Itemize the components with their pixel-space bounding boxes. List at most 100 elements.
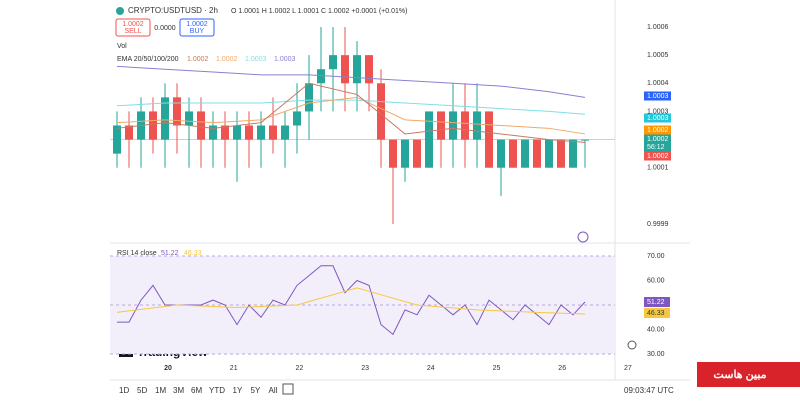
- vol-label: Vol: [117, 43, 127, 50]
- candle-body: [485, 111, 493, 168]
- range-button[interactable]: 1Y: [233, 386, 243, 395]
- range-button[interactable]: 5Y: [251, 386, 261, 395]
- candle-body: [197, 111, 205, 140]
- candle-body: [377, 83, 385, 140]
- calendar-icon[interactable]: [282, 383, 294, 395]
- candle-body: [305, 83, 313, 112]
- price-badge-label: 1.0003: [647, 93, 669, 100]
- rsi-ma-badge: [644, 308, 670, 319]
- rsi-value: 51.22: [161, 250, 179, 257]
- candle-body: [293, 111, 301, 126]
- date-label: 26: [558, 365, 566, 372]
- candle-body: [497, 139, 505, 168]
- price-tick-label: 1.0004: [647, 80, 669, 87]
- price-badge: [644, 134, 671, 152]
- candle-body: [125, 125, 133, 140]
- rsi-label: RSI 14 close: [117, 250, 157, 257]
- candle-body: [161, 97, 169, 140]
- candle-body: [365, 55, 373, 84]
- clock: 09:03:47 UTC: [624, 386, 674, 395]
- rsi-tick-label: 60.00: [647, 277, 665, 284]
- price-tick-label: 0.9999: [647, 221, 669, 228]
- candle-body: [521, 139, 529, 168]
- candle-body: [353, 55, 361, 84]
- ema-line: [116, 96, 586, 135]
- price-tick-label: 1.0003: [647, 108, 669, 115]
- rsi-badge: [644, 297, 670, 308]
- price-badge-label: 1.0003: [647, 115, 669, 122]
- date-label: 24: [427, 365, 435, 372]
- candle-body: [557, 139, 565, 168]
- candle-body: [389, 139, 397, 168]
- candle-body: [209, 125, 217, 140]
- candle-body: [113, 125, 121, 154]
- price-badge: [644, 91, 671, 101]
- rsi-line: [117, 265, 586, 336]
- range-button[interactable]: 1M: [155, 386, 166, 395]
- candle-body: [569, 139, 577, 168]
- candle-body: [317, 69, 325, 84]
- price-tick-label: 1.0001: [647, 165, 669, 172]
- candle-body: [245, 125, 253, 140]
- price-tick-label: 1.0006: [647, 24, 669, 31]
- range-button[interactable]: 3M: [173, 386, 184, 395]
- candle-body: [173, 97, 181, 126]
- price-badge: [644, 113, 671, 123]
- candle-body: [257, 125, 265, 140]
- candle-body: [533, 139, 541, 168]
- buy-button[interactable]: [179, 18, 215, 37]
- price-badge: [644, 151, 671, 161]
- sell-button[interactable]: [115, 18, 151, 37]
- ema-line: [116, 99, 586, 115]
- price-badge-timer: 56:12: [647, 144, 665, 151]
- ema-line: [116, 82, 586, 143]
- sell-label: SELL: [124, 28, 141, 35]
- rsi-tick-label: 30.00: [647, 351, 665, 358]
- rsi-badge-label: 51.22: [647, 299, 665, 306]
- date-label: 27: [624, 365, 632, 372]
- candle-body: [437, 111, 445, 140]
- date-label: 25: [493, 365, 501, 372]
- buy-price: 1.0002: [186, 21, 208, 28]
- candle-body: [233, 125, 241, 140]
- candle-body: [461, 111, 469, 140]
- price-badge: [644, 125, 671, 135]
- range-button[interactable]: All: [269, 386, 278, 395]
- ema-value: 1.0002: [216, 56, 238, 63]
- price-tick-label: 1.0005: [647, 52, 669, 59]
- candle-body: [545, 139, 553, 168]
- replay-icon[interactable]: [577, 231, 589, 243]
- ohlc: O 1.0001 H 1.0002 L 1.0001 C 1.0002 +0.0…: [231, 8, 407, 15]
- range-button[interactable]: YTD: [209, 386, 225, 395]
- candle-body: [401, 139, 409, 168]
- watermark: مبین هاست: [713, 369, 766, 381]
- candle-body: [329, 55, 337, 70]
- range-button[interactable]: 1D: [119, 386, 129, 395]
- candle-body: [413, 139, 421, 168]
- spread: 0.0000: [154, 25, 176, 32]
- candle-body: [425, 111, 433, 168]
- candle-body: [473, 111, 481, 140]
- ema-label: EMA 20/50/100/200: [117, 56, 179, 63]
- date-label: 20: [164, 365, 172, 372]
- rsi-tick-label: 70.00: [647, 253, 665, 260]
- rsi-ma-line: [116, 287, 586, 315]
- settings-icon[interactable]: [627, 340, 637, 350]
- candle-body: [341, 55, 349, 84]
- date-label: 21: [230, 365, 238, 372]
- symbol: CRYPTO:USDTUSD · 2h: [128, 6, 218, 15]
- candle-body: [509, 139, 517, 168]
- ema-value: 1.0003: [245, 56, 267, 63]
- candle-body: [221, 125, 229, 140]
- rsi-ma-badge-label: 46.33: [647, 310, 665, 317]
- ema-value: 1.0003: [274, 56, 296, 63]
- range-button[interactable]: 6M: [191, 386, 202, 395]
- candle-body: [269, 125, 277, 140]
- price-badge-label: 1.0002: [647, 136, 669, 143]
- sell-price: 1.0002: [122, 21, 144, 28]
- candle-body: [149, 111, 157, 140]
- range-button[interactable]: 5D: [137, 386, 147, 395]
- watermark-box: [697, 362, 800, 387]
- candle-body: [449, 111, 457, 140]
